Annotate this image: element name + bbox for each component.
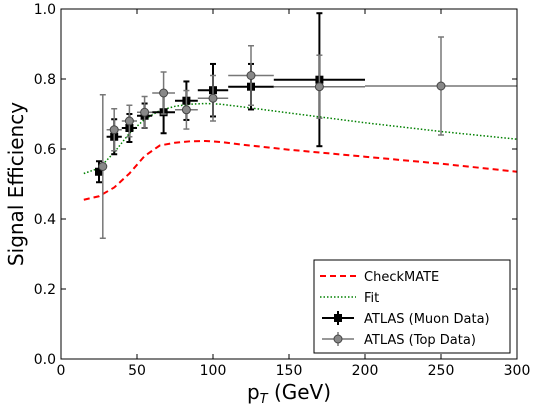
axis-ticks: 0 50 100 150 200 250 300 0.0 0.2 0.4 0.6 0.8 1.0 bbox=[34, 2, 531, 379]
y-tick-label: 0.0 bbox=[34, 352, 56, 368]
data-point-circle bbox=[314, 82, 324, 92]
legend-label-fit: Fit bbox=[364, 291, 379, 306]
x-tick-label: 250 bbox=[428, 363, 455, 379]
plot-area bbox=[83, 12, 518, 239]
series-line-fit bbox=[83, 102, 518, 175]
data-point-circle bbox=[98, 162, 108, 171]
legend-swatch-muon bbox=[322, 311, 354, 325]
data-point-circle bbox=[208, 93, 218, 103]
y-axis-title: Signal Efficiency bbox=[4, 102, 28, 266]
x-tick-label: 0 bbox=[57, 363, 66, 379]
x-axis-title: pT (GeV) bbox=[247, 380, 331, 407]
x-tick-label: 100 bbox=[200, 363, 227, 379]
data-point-circle bbox=[159, 88, 169, 98]
x-tick-label: 300 bbox=[504, 363, 531, 379]
series-atlas-top-data bbox=[98, 36, 517, 239]
data-point-circle bbox=[436, 81, 446, 91]
x-axis-title-subscript: T bbox=[260, 392, 269, 407]
y-tick-label: 0.8 bbox=[34, 72, 56, 88]
data-point-square bbox=[95, 167, 103, 176]
x-tick-label: 150 bbox=[276, 363, 303, 379]
y-tick-label: 0.6 bbox=[34, 142, 56, 158]
data-point-circle bbox=[140, 107, 150, 117]
legend-swatch-top bbox=[322, 332, 354, 346]
data-point-circle bbox=[109, 125, 119, 135]
legend-label-muon: ATLAS (Muon Data) bbox=[364, 312, 490, 327]
x-tick-label: 200 bbox=[352, 363, 379, 379]
y-tick-label: 0.2 bbox=[34, 282, 56, 298]
legend-label-top: ATLAS (Top Data) bbox=[364, 333, 476, 348]
legend: CheckMATE Fit ATLAS (Muon Data) ATLAS (T… bbox=[313, 259, 511, 354]
data-point-circle bbox=[246, 71, 256, 80]
y-tick-label: 1.0 bbox=[34, 2, 56, 18]
x-axis-title-main: p bbox=[247, 380, 260, 404]
y-tick-label: 0.4 bbox=[34, 212, 56, 228]
data-point-circle bbox=[124, 116, 134, 126]
data-point-circle bbox=[181, 105, 191, 115]
series-line-checkmate bbox=[83, 139, 518, 201]
legend-box bbox=[313, 259, 511, 354]
x-axis-title-unit: (GeV) bbox=[268, 380, 331, 404]
x-tick-label: 50 bbox=[128, 363, 146, 379]
legend-label-checkmate: CheckMATE bbox=[364, 270, 439, 285]
